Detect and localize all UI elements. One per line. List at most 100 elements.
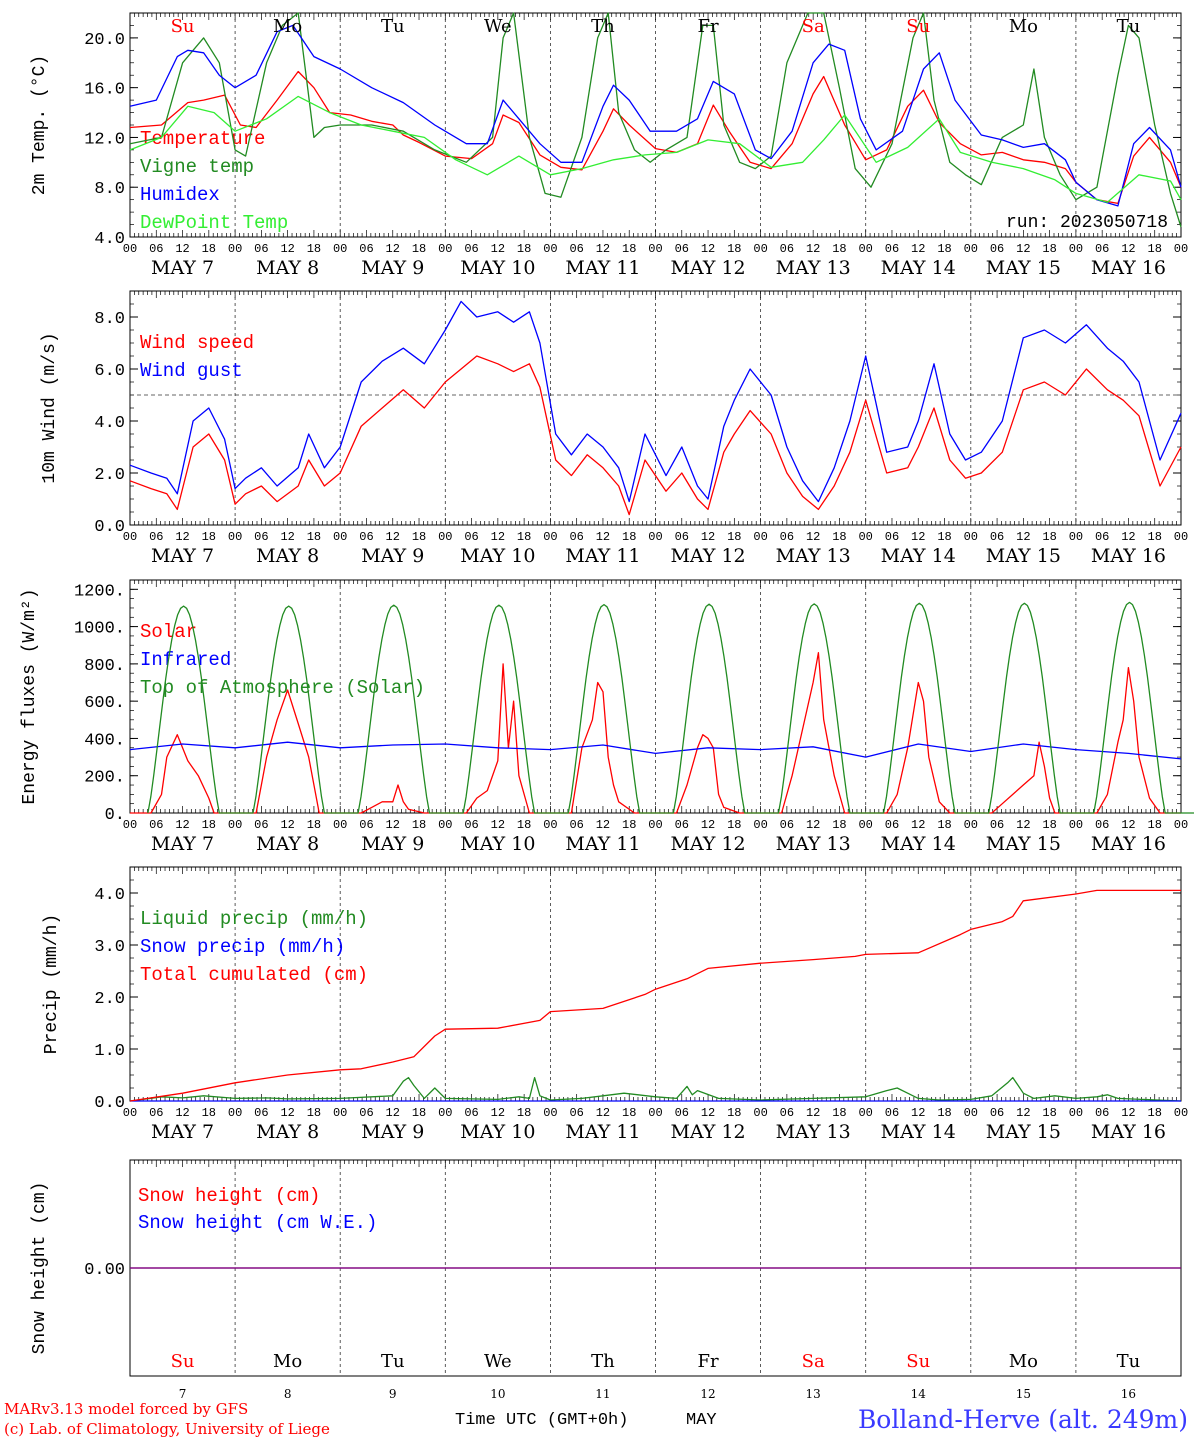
date-label: MAY 10 — [460, 833, 535, 855]
hour-tick-label: 00 — [228, 818, 242, 832]
hour-tick-label: 00 — [228, 530, 242, 544]
date-label: MAY 10 — [460, 545, 535, 567]
hour-tick-label: 12 — [280, 1106, 294, 1120]
y-axis-title: Precip (mm/h) — [42, 914, 62, 1054]
hour-tick-label: 06 — [569, 1106, 583, 1120]
y-tick-label: 4.0 — [94, 230, 125, 249]
hour-tick-label: 06 — [359, 818, 373, 832]
date-label: MAY 10 — [460, 257, 535, 279]
date-label: MAY 9 — [361, 833, 424, 855]
hour-tick-label: 18 — [937, 1106, 951, 1120]
y-tick-label: 1.0 — [94, 1042, 125, 1061]
day-abbr: Su — [171, 16, 195, 37]
legend-entry: Vigne temp — [140, 156, 254, 178]
date-label: MAY 13 — [776, 545, 851, 567]
series-line — [129, 355, 1182, 516]
date-label: MAY 7 — [151, 257, 214, 279]
day-abbr: Mo — [273, 1351, 302, 1372]
hour-tick-label: 06 — [1095, 530, 1109, 544]
hour-tick-label: 06 — [675, 1106, 689, 1120]
hour-tick-label: 18 — [727, 530, 741, 544]
hour-tick-label: 06 — [780, 242, 794, 256]
hour-tick-label: 00 — [333, 242, 347, 256]
hour-tick-label: 12 — [175, 818, 189, 832]
hour-tick-label: 00 — [333, 818, 347, 832]
hour-tick-label: 12 — [386, 242, 400, 256]
day-number: 13 — [806, 1387, 821, 1401]
y-tick-label: 600. — [84, 694, 125, 713]
date-label: MAY 13 — [776, 1121, 851, 1143]
hour-tick-label: 06 — [675, 530, 689, 544]
hour-tick-label: 12 — [911, 530, 925, 544]
date-label: MAY 15 — [986, 833, 1061, 855]
series-line — [129, 889, 1181, 1102]
hour-tick-label: 06 — [149, 242, 163, 256]
hour-tick-label: 12 — [701, 1106, 715, 1120]
hour-tick-label: 18 — [622, 818, 636, 832]
hour-tick-label: 12 — [806, 530, 820, 544]
hour-tick-label: 00 — [438, 242, 452, 256]
hour-tick-label: 06 — [780, 530, 794, 544]
hour-tick-label: 18 — [202, 242, 216, 256]
hour-tick-label: 00 — [753, 818, 767, 832]
series-line — [129, 12, 1182, 228]
y-tick-label: 6.0 — [94, 362, 125, 381]
hour-tick-label: 12 — [1016, 1106, 1030, 1120]
hour-tick-label: 12 — [491, 530, 505, 544]
day-abbr: Fr — [698, 1351, 719, 1372]
hour-tick-label: 12 — [175, 1106, 189, 1120]
energy-panel: 0. 200. 400. 600. 800. 1000. 1200. Energy fluxe… — [20, 579, 1194, 855]
hour-tick-label: 18 — [832, 530, 846, 544]
y-tick-label: 8.0 — [94, 180, 125, 199]
hour-tick-label: 12 — [806, 1106, 820, 1120]
series-line — [129, 24, 1182, 207]
hour-tick-label: 12 — [806, 818, 820, 832]
legend-entry: Wind gust — [140, 360, 243, 382]
hour-tick-label: 18 — [1148, 242, 1162, 256]
hour-tick-label: 18 — [307, 242, 321, 256]
date-label: MAY 12 — [670, 833, 745, 855]
day-abbr: Sa — [802, 16, 825, 37]
hour-tick-label: 00 — [858, 242, 872, 256]
y-axis-title: Energy fluxes (W/m²) — [20, 588, 40, 804]
date-label: MAY 13 — [776, 833, 851, 855]
hour-tick-label: 00 — [1174, 530, 1188, 544]
hour-tick-label: 12 — [386, 818, 400, 832]
hour-tick-label: 06 — [359, 242, 373, 256]
hour-tick-label: 06 — [990, 242, 1004, 256]
hour-tick-label: 06 — [780, 1106, 794, 1120]
y-tick-label: 800. — [84, 657, 125, 676]
hour-tick-label: 18 — [1042, 818, 1056, 832]
hour-tick-label: 18 — [412, 530, 426, 544]
hour-tick-label: 06 — [254, 530, 268, 544]
day-number: 9 — [389, 1387, 397, 1401]
date-label: MAY 12 — [670, 545, 745, 567]
series-line — [147, 601, 1194, 814]
hour-tick-label: 06 — [885, 242, 899, 256]
series-line — [129, 741, 1182, 760]
date-label: MAY 9 — [361, 1121, 424, 1143]
day-abbr: Mo — [1009, 1351, 1038, 1372]
day-abbr: Su — [906, 1351, 930, 1372]
hour-tick-label: 06 — [990, 818, 1004, 832]
hour-tick-label: 00 — [1174, 1106, 1188, 1120]
legend-entry: Infrared — [140, 649, 231, 671]
hour-tick-label: 06 — [464, 530, 478, 544]
temperature-panel: 4.0 8.0 12.0 16.0 20.0 2m Temp. (°C) 00 06 12 18 0… — [30, 12, 1188, 279]
day-number: 7 — [179, 1387, 187, 1401]
date-label: MAY 9 — [361, 257, 424, 279]
y-tick-label: 4.0 — [94, 886, 125, 905]
date-label: MAY 8 — [256, 545, 319, 567]
date-label: MAY 15 — [986, 257, 1061, 279]
legend-entry: Snow height (cm W.E.) — [138, 1212, 377, 1234]
day-abbr: Tu — [381, 16, 405, 37]
hour-tick-label: 00 — [648, 818, 662, 832]
hour-tick-label: 00 — [543, 530, 557, 544]
hour-tick-label: 06 — [569, 242, 583, 256]
hour-tick-label: 18 — [832, 1106, 846, 1120]
hour-tick-label: 00 — [753, 242, 767, 256]
hour-tick-label: 00 — [543, 242, 557, 256]
date-label: MAY 11 — [565, 833, 640, 855]
hour-tick-label: 00 — [123, 530, 137, 544]
hour-tick-label: 18 — [1042, 1106, 1056, 1120]
